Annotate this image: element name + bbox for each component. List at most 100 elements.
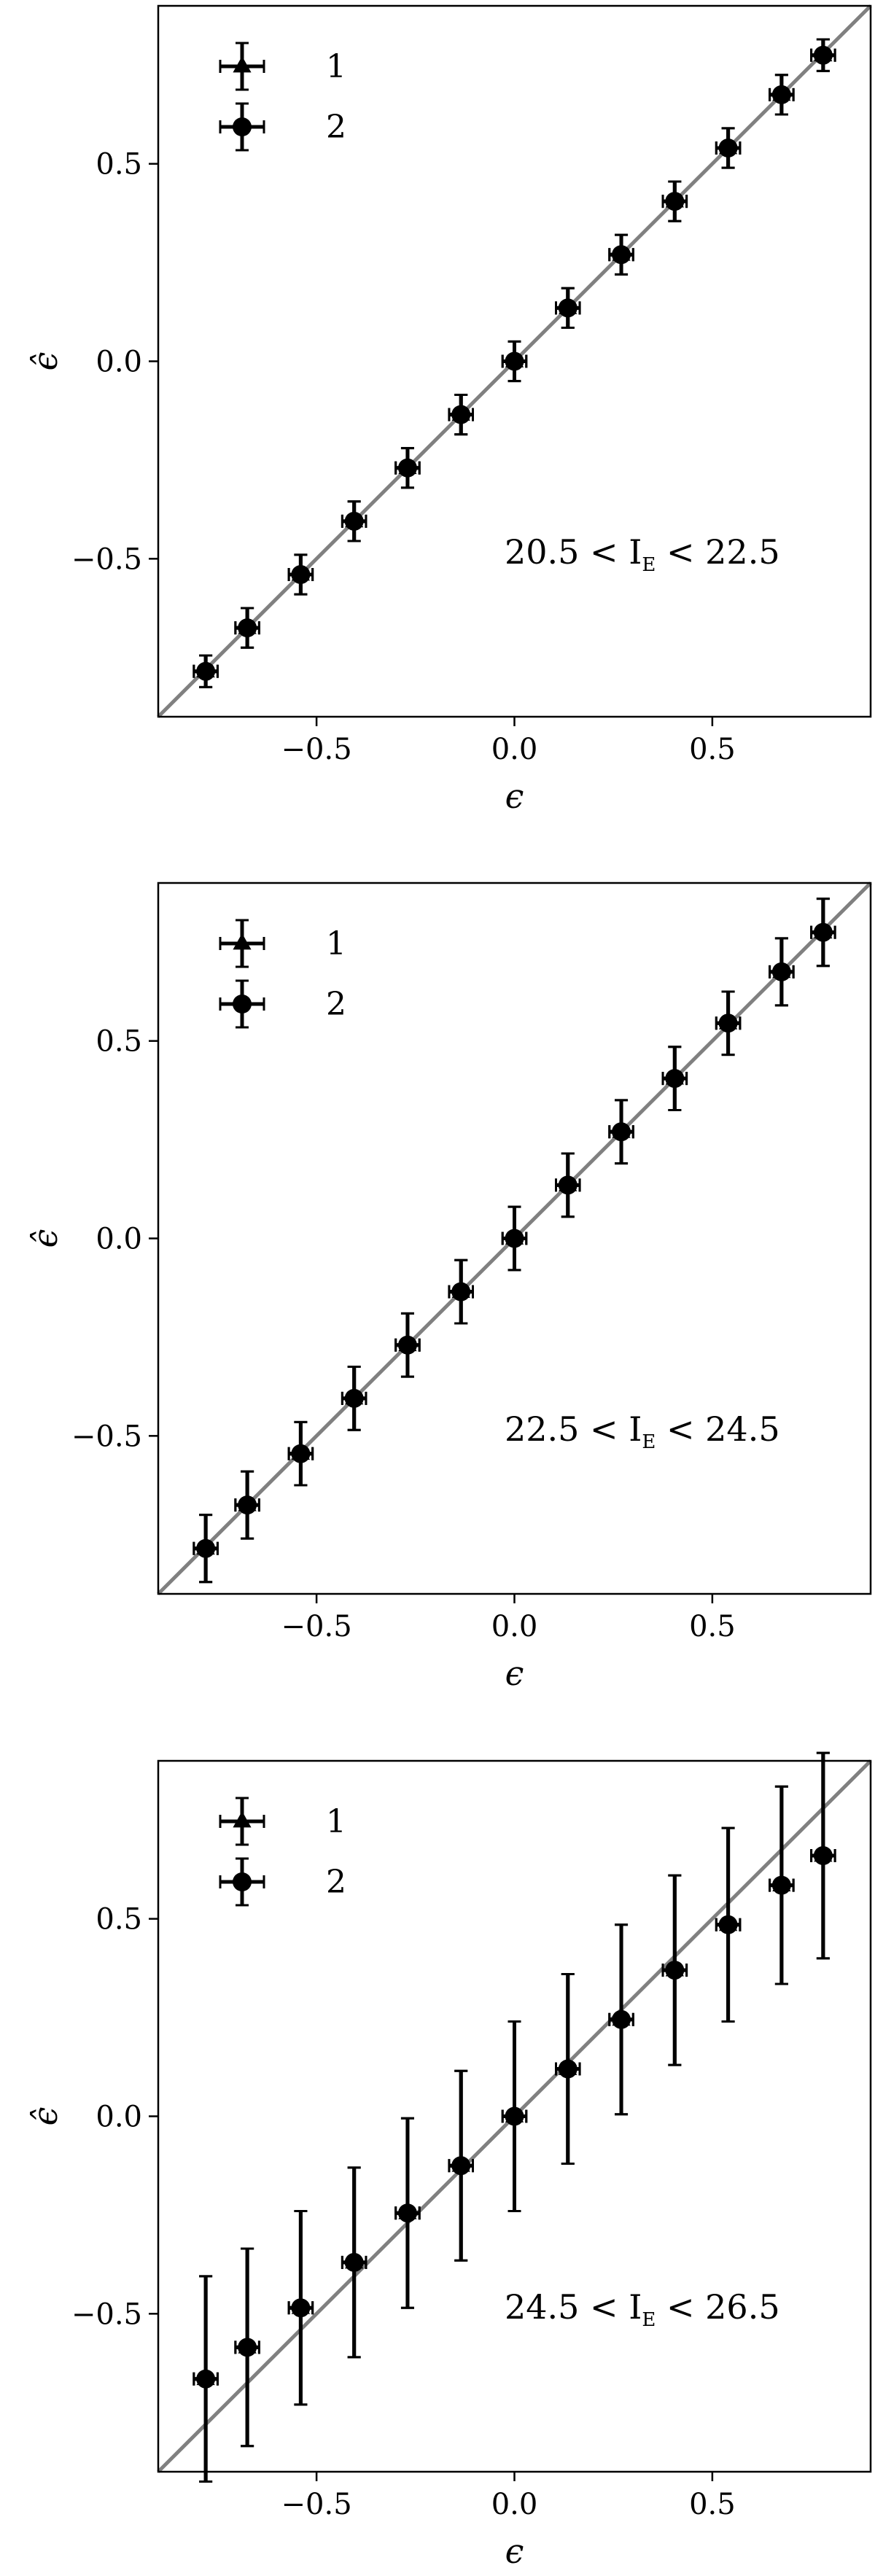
legend-label: 1 bbox=[326, 1803, 346, 1840]
data-point bbox=[448, 1258, 475, 1325]
circle-marker bbox=[291, 565, 311, 584]
x-tick-label: 0.5 bbox=[689, 2488, 736, 2521]
series-2 bbox=[192, 898, 836, 1584]
y-axis-label: ϵ̂ bbox=[26, 2107, 65, 2126]
data-point bbox=[448, 394, 475, 436]
circle-marker bbox=[196, 2369, 216, 2389]
x-tick-label: −0.5 bbox=[281, 733, 352, 766]
y-tick-label: 0.0 bbox=[96, 2101, 142, 2134]
data-point bbox=[234, 1470, 260, 1540]
data-point bbox=[554, 1152, 581, 1218]
x-axis-label: ϵ bbox=[505, 2532, 524, 2571]
circle-marker bbox=[451, 405, 471, 424]
data-point bbox=[661, 1874, 688, 2066]
circle-marker bbox=[612, 245, 631, 265]
data-point bbox=[192, 654, 219, 688]
circle-marker bbox=[771, 85, 791, 104]
x-axis-label: ϵ bbox=[505, 1654, 524, 1693]
x-tick-label: 0.0 bbox=[491, 1610, 538, 1643]
data-point bbox=[769, 937, 795, 1007]
y-axis-label: ϵ̂ bbox=[26, 352, 65, 371]
x-tick-label: 0.5 bbox=[689, 1610, 736, 1643]
circle-marker bbox=[505, 1229, 524, 1248]
circle-marker bbox=[505, 2106, 524, 2126]
data-point bbox=[234, 2247, 260, 2448]
legend-label: 2 bbox=[326, 1864, 346, 1901]
annotation-subscript: E bbox=[642, 554, 656, 576]
circle-marker bbox=[238, 2338, 257, 2357]
legend-label: 1 bbox=[326, 925, 346, 962]
circle-marker bbox=[665, 192, 685, 211]
legend: 12 bbox=[219, 42, 346, 152]
circle-marker bbox=[718, 139, 738, 157]
legend-triangle-marker bbox=[233, 933, 252, 950]
data-point bbox=[341, 1366, 368, 1431]
data-point bbox=[287, 2210, 314, 2406]
x-tick-label: 0.0 bbox=[491, 2488, 538, 2521]
legend-label: 2 bbox=[326, 109, 346, 146]
data-point bbox=[341, 500, 368, 542]
legend-entry: 2 bbox=[219, 102, 346, 152]
circle-marker bbox=[813, 1846, 833, 1865]
legend-circle-marker bbox=[233, 995, 252, 1013]
legend-entry: 2 bbox=[219, 979, 346, 1029]
circle-marker bbox=[558, 1175, 578, 1195]
circle-marker bbox=[344, 1388, 364, 1408]
annotation-suffix: < 22.5 bbox=[656, 532, 779, 572]
data-point bbox=[554, 287, 581, 329]
series-2 bbox=[192, 38, 836, 688]
data-point bbox=[234, 607, 260, 649]
circle-marker bbox=[451, 2156, 471, 2176]
data-point bbox=[501, 2020, 528, 2212]
legend-entry: 1 bbox=[219, 919, 346, 968]
annotation-prefix: 24.5 < I bbox=[505, 2287, 642, 2327]
data-point bbox=[192, 1514, 219, 1584]
annotation-suffix: < 26.5 bbox=[656, 2287, 779, 2327]
y-tick-label: −0.5 bbox=[71, 2297, 142, 2331]
data-point bbox=[608, 1099, 634, 1165]
y-axis-label: ϵ̂ bbox=[26, 1229, 65, 1248]
data-point bbox=[810, 898, 836, 968]
data-point bbox=[715, 1826, 742, 2023]
range-annotation: 20.5 < IE < 22.5 bbox=[505, 532, 780, 576]
data-point bbox=[810, 38, 836, 72]
data-point bbox=[287, 553, 314, 596]
legend-entry: 1 bbox=[219, 42, 346, 91]
data-point bbox=[608, 233, 634, 276]
legend-entry: 2 bbox=[219, 1857, 346, 1907]
y-tick-label: 0.0 bbox=[96, 346, 142, 379]
circle-marker bbox=[813, 922, 833, 942]
circle-marker bbox=[196, 1538, 216, 1558]
legend-label: 1 bbox=[326, 48, 346, 85]
series-2 bbox=[192, 1751, 836, 2483]
y-tick-label: −0.5 bbox=[71, 1420, 142, 1453]
circle-marker bbox=[718, 1013, 738, 1033]
circle-marker bbox=[718, 1915, 738, 1934]
circle-marker bbox=[397, 458, 417, 478]
circle-marker bbox=[344, 2252, 364, 2272]
legend-label: 2 bbox=[326, 986, 346, 1023]
legend-circle-marker bbox=[233, 1872, 252, 1891]
data-point bbox=[769, 1785, 795, 1985]
circle-marker bbox=[238, 618, 257, 638]
circle-marker bbox=[344, 511, 364, 531]
circle-marker bbox=[771, 962, 791, 981]
annotation-suffix: < 24.5 bbox=[656, 1409, 779, 1449]
legend-entry: 1 bbox=[219, 1797, 346, 1846]
circle-marker bbox=[612, 2009, 631, 2029]
range-annotation: 22.5 < IE < 24.5 bbox=[505, 1409, 780, 1453]
annotation-prefix: 20.5 < I bbox=[505, 532, 642, 572]
y-tick-label: 0.5 bbox=[96, 1025, 142, 1059]
data-point bbox=[661, 1046, 688, 1111]
annotation-subscript: E bbox=[642, 2309, 656, 2331]
circle-marker bbox=[397, 1335, 417, 1355]
data-point bbox=[501, 340, 528, 383]
data-point bbox=[501, 1205, 528, 1272]
circle-marker bbox=[196, 661, 216, 681]
data-point bbox=[554, 1973, 581, 2165]
data-point bbox=[394, 447, 421, 489]
y-tick-label: 0.5 bbox=[96, 148, 142, 182]
